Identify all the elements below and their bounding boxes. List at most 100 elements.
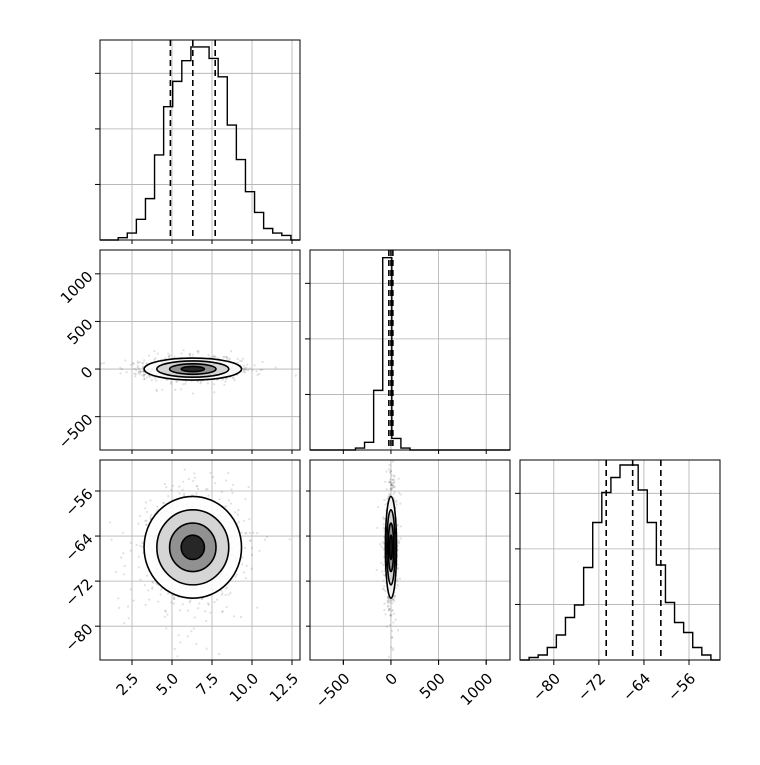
- scatter-point: [387, 495, 390, 498]
- scatter-point: [243, 364, 246, 367]
- scatter-point: [228, 357, 231, 360]
- scatter-point: [395, 499, 398, 502]
- scatter-point: [245, 368, 248, 371]
- scatter-point: [118, 606, 121, 610]
- scatter-point: [197, 350, 200, 353]
- scatter-point: [392, 492, 395, 495]
- ytick-label-1-0: −500: [55, 410, 97, 452]
- scatter-point: [143, 377, 146, 380]
- scatter-point: [224, 479, 228, 482]
- scatter-point: [394, 594, 397, 598]
- scatter-point: [388, 464, 391, 467]
- scatter-point: [155, 582, 158, 585]
- scatter-panel-0-2: [100, 460, 300, 660]
- scatter-point: [375, 568, 378, 572]
- scatter-point: [170, 381, 173, 384]
- scatter-point: [384, 613, 387, 616]
- scatter-point: [206, 382, 209, 385]
- scatter-point: [225, 377, 228, 380]
- scatter-point: [178, 492, 181, 495]
- scatter-point: [393, 485, 396, 488]
- scatter-point: [248, 518, 251, 521]
- scatter-point: [167, 355, 170, 358]
- contour-0-3: [180, 365, 206, 373]
- scatter-point: [251, 553, 254, 557]
- xtick-label-2-1: −72: [574, 670, 609, 705]
- scatter-point: [196, 485, 199, 488]
- scatter-point: [395, 580, 398, 583]
- scatter-point: [391, 478, 394, 481]
- scatter-point: [151, 587, 154, 590]
- scatter-point: [213, 355, 216, 358]
- scatter-point: [244, 577, 247, 580]
- scatter-point: [391, 636, 394, 639]
- xtick-label-0-3: 10.0: [226, 670, 262, 706]
- scatter-point: [221, 610, 224, 613]
- scatter-point: [163, 615, 166, 618]
- scatter-point: [192, 479, 195, 483]
- scatter-point: [212, 355, 215, 358]
- scatter-point: [389, 481, 392, 484]
- scatter-point: [248, 531, 251, 535]
- scatter-point: [387, 655, 390, 658]
- scatter-point: [274, 366, 277, 369]
- scatter-point: [390, 481, 393, 484]
- scatter-point: [399, 502, 402, 505]
- scatter-point: [149, 515, 152, 518]
- scatter-point: [146, 574, 149, 577]
- scatter-point: [387, 598, 390, 601]
- scatter-point: [259, 368, 262, 372]
- scatter-point: [127, 605, 130, 608]
- scatter-point: [220, 490, 223, 493]
- scatter-point: [244, 367, 247, 370]
- scatter-point: [245, 564, 248, 567]
- histogram-1-frame: [99, 39, 301, 241]
- scatter-point: [382, 517, 385, 520]
- scatter-point: [266, 535, 269, 539]
- histogram-2-step: [310, 256, 510, 451]
- scatter-point: [388, 599, 391, 602]
- scatter-point: [384, 480, 387, 483]
- scatter-point: [249, 539, 252, 542]
- scatter-point: [241, 563, 244, 566]
- scatter-point: [377, 506, 380, 509]
- scatter-point: [390, 599, 393, 602]
- scatter-point: [243, 369, 246, 372]
- scatter-point: [205, 647, 208, 650]
- scatter-point: [119, 366, 122, 369]
- scatter-point: [129, 588, 132, 591]
- scatter-point: [197, 351, 200, 354]
- scatter-point: [130, 363, 133, 366]
- xtick-label-2-2: −64: [619, 670, 654, 705]
- scatter-point: [134, 373, 137, 376]
- scatter-point: [205, 619, 208, 623]
- scatter-point: [387, 596, 390, 600]
- scatter-point: [392, 621, 395, 624]
- scatter-point: [149, 499, 152, 502]
- scatter-point: [243, 371, 247, 374]
- scatter-point: [387, 608, 390, 611]
- scatter-point: [193, 476, 196, 479]
- scatter-point: [214, 482, 217, 485]
- scatter-point: [235, 573, 238, 576]
- scatter-point: [224, 593, 227, 597]
- scatter-point: [232, 376, 235, 379]
- scatter-1-frame: [99, 459, 301, 661]
- scatter-point: [256, 373, 259, 377]
- scatter-point: [221, 378, 224, 381]
- scatter-point: [388, 480, 391, 483]
- scatter-point: [173, 355, 176, 359]
- scatter-point: [139, 515, 142, 518]
- contour-1-2: [168, 522, 217, 573]
- scatter-point: [147, 589, 150, 592]
- scatter-point: [220, 589, 223, 592]
- scatter-point: [141, 374, 144, 377]
- scatter-point: [392, 598, 395, 601]
- scatter-point: [390, 629, 394, 632]
- scatter-point: [398, 540, 401, 543]
- scatter-point: [218, 653, 221, 656]
- scatter-point: [191, 392, 195, 395]
- scatter-point: [231, 492, 234, 495]
- scatter-point: [225, 355, 228, 358]
